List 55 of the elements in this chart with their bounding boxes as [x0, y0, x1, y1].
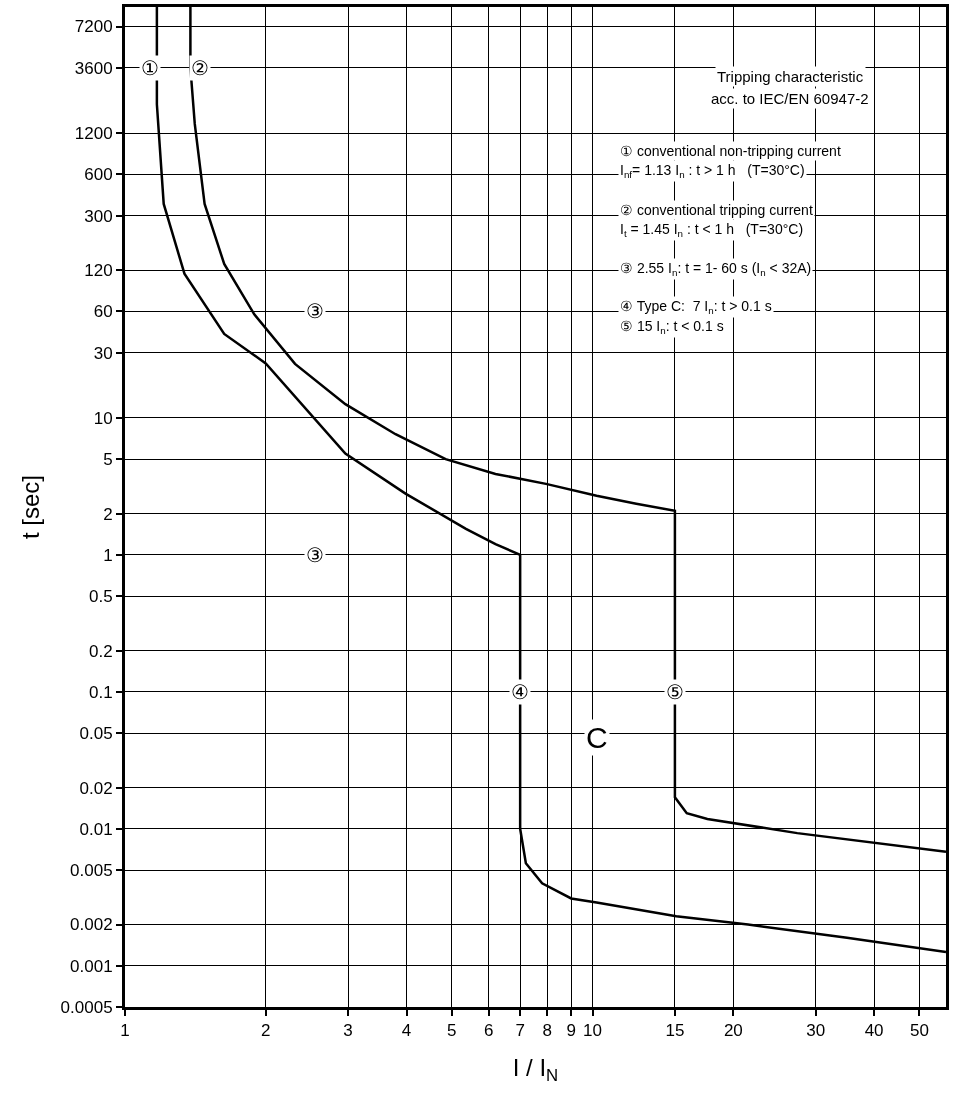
x-tick-label: 3 — [343, 1021, 353, 1041]
x-tick-label: 50 — [909, 1021, 929, 1041]
y-tick-label: 5 — [103, 450, 113, 470]
y-tick-label: 30 — [93, 343, 113, 363]
x-axis-title: I / I$_{N}$ — [512, 1053, 559, 1085]
x-tick-label: 1 — [120, 1021, 130, 1041]
annotation: ③ 2.55 I$_{n}$: t = 1- 60 s (I$_{n}$ < 32A) — [620, 260, 812, 278]
y-tick-label: 0.02 — [79, 778, 113, 798]
annotation: ① conventional non-tripping current — [620, 143, 841, 159]
y-tick-label: 0.0005 — [60, 997, 113, 1017]
y-tick-label: 10 — [93, 408, 113, 428]
annotation: ④ — [511, 681, 529, 703]
annotation: ⑤ — [666, 681, 684, 703]
x-tick-label: 10 — [583, 1021, 603, 1041]
y-tick-label: 3600 — [74, 58, 113, 78]
x-tick-label: 4 — [401, 1021, 412, 1041]
annotation: ③ — [306, 544, 324, 566]
x-tick-label: 7 — [515, 1021, 525, 1041]
annotation: ④ Type C: 7 I$_{n}$: t > 0.1 s — [620, 298, 772, 316]
x-tick-label: 15 — [665, 1021, 685, 1041]
annotation: acc. to IEC/EN 60947-2 — [711, 90, 869, 107]
y-tick-label: 0.5 — [88, 587, 113, 607]
x-tick-label: 6 — [484, 1021, 494, 1041]
y-tick-label: 0.2 — [88, 641, 113, 661]
annotation: C — [586, 721, 608, 754]
y-tick-label: 300 — [84, 206, 113, 226]
x-tick-label: 40 — [864, 1021, 884, 1041]
x-tick-label: 2 — [261, 1021, 271, 1041]
x-tick-label: 8 — [542, 1021, 552, 1041]
annotation: I$_{t}$ = 1.45 I$_{n}$ : t < 1 h (T=30°C) — [620, 221, 804, 239]
annotation: I$_{nf}$= 1.13 I$_{n}$ : t > 1 h (T=30°C) — [620, 162, 805, 180]
y-tick-label: 1200 — [74, 124, 113, 144]
annotation: Tripping characteristic — [717, 68, 864, 85]
x-tick-label: 30 — [806, 1021, 826, 1041]
y-tick-label: 600 — [84, 165, 113, 185]
y-tick-label: 0.001 — [70, 956, 113, 976]
y-tick-label: 0.05 — [79, 724, 113, 744]
y-axis-title: t [sec] — [16, 474, 44, 540]
x-tick-label: 5 — [447, 1021, 457, 1041]
y-tick-label: 0.01 — [79, 819, 113, 839]
y-tick-label: 2 — [103, 504, 113, 524]
y-tick-label: 0.002 — [70, 915, 113, 935]
y-tick-label: 1 — [103, 545, 113, 565]
y-tick-label: 60 — [93, 302, 113, 322]
annotation: ③ — [306, 300, 324, 322]
annotation: ⑤ 15 I$_{n}$: t < 0.1 s — [620, 318, 724, 336]
y-tick-label: 0.1 — [88, 682, 113, 702]
y-tick-label: 7200 — [74, 17, 113, 37]
y-tick-label: 0.005 — [70, 860, 113, 880]
x-tick-label: 20 — [723, 1021, 743, 1041]
x-tick-label: 9 — [566, 1021, 576, 1041]
annotation: ② conventional tripping current — [620, 202, 813, 218]
annotation: ② — [191, 57, 209, 79]
annotation: ① — [141, 57, 159, 79]
y-tick-label: 120 — [84, 261, 113, 281]
